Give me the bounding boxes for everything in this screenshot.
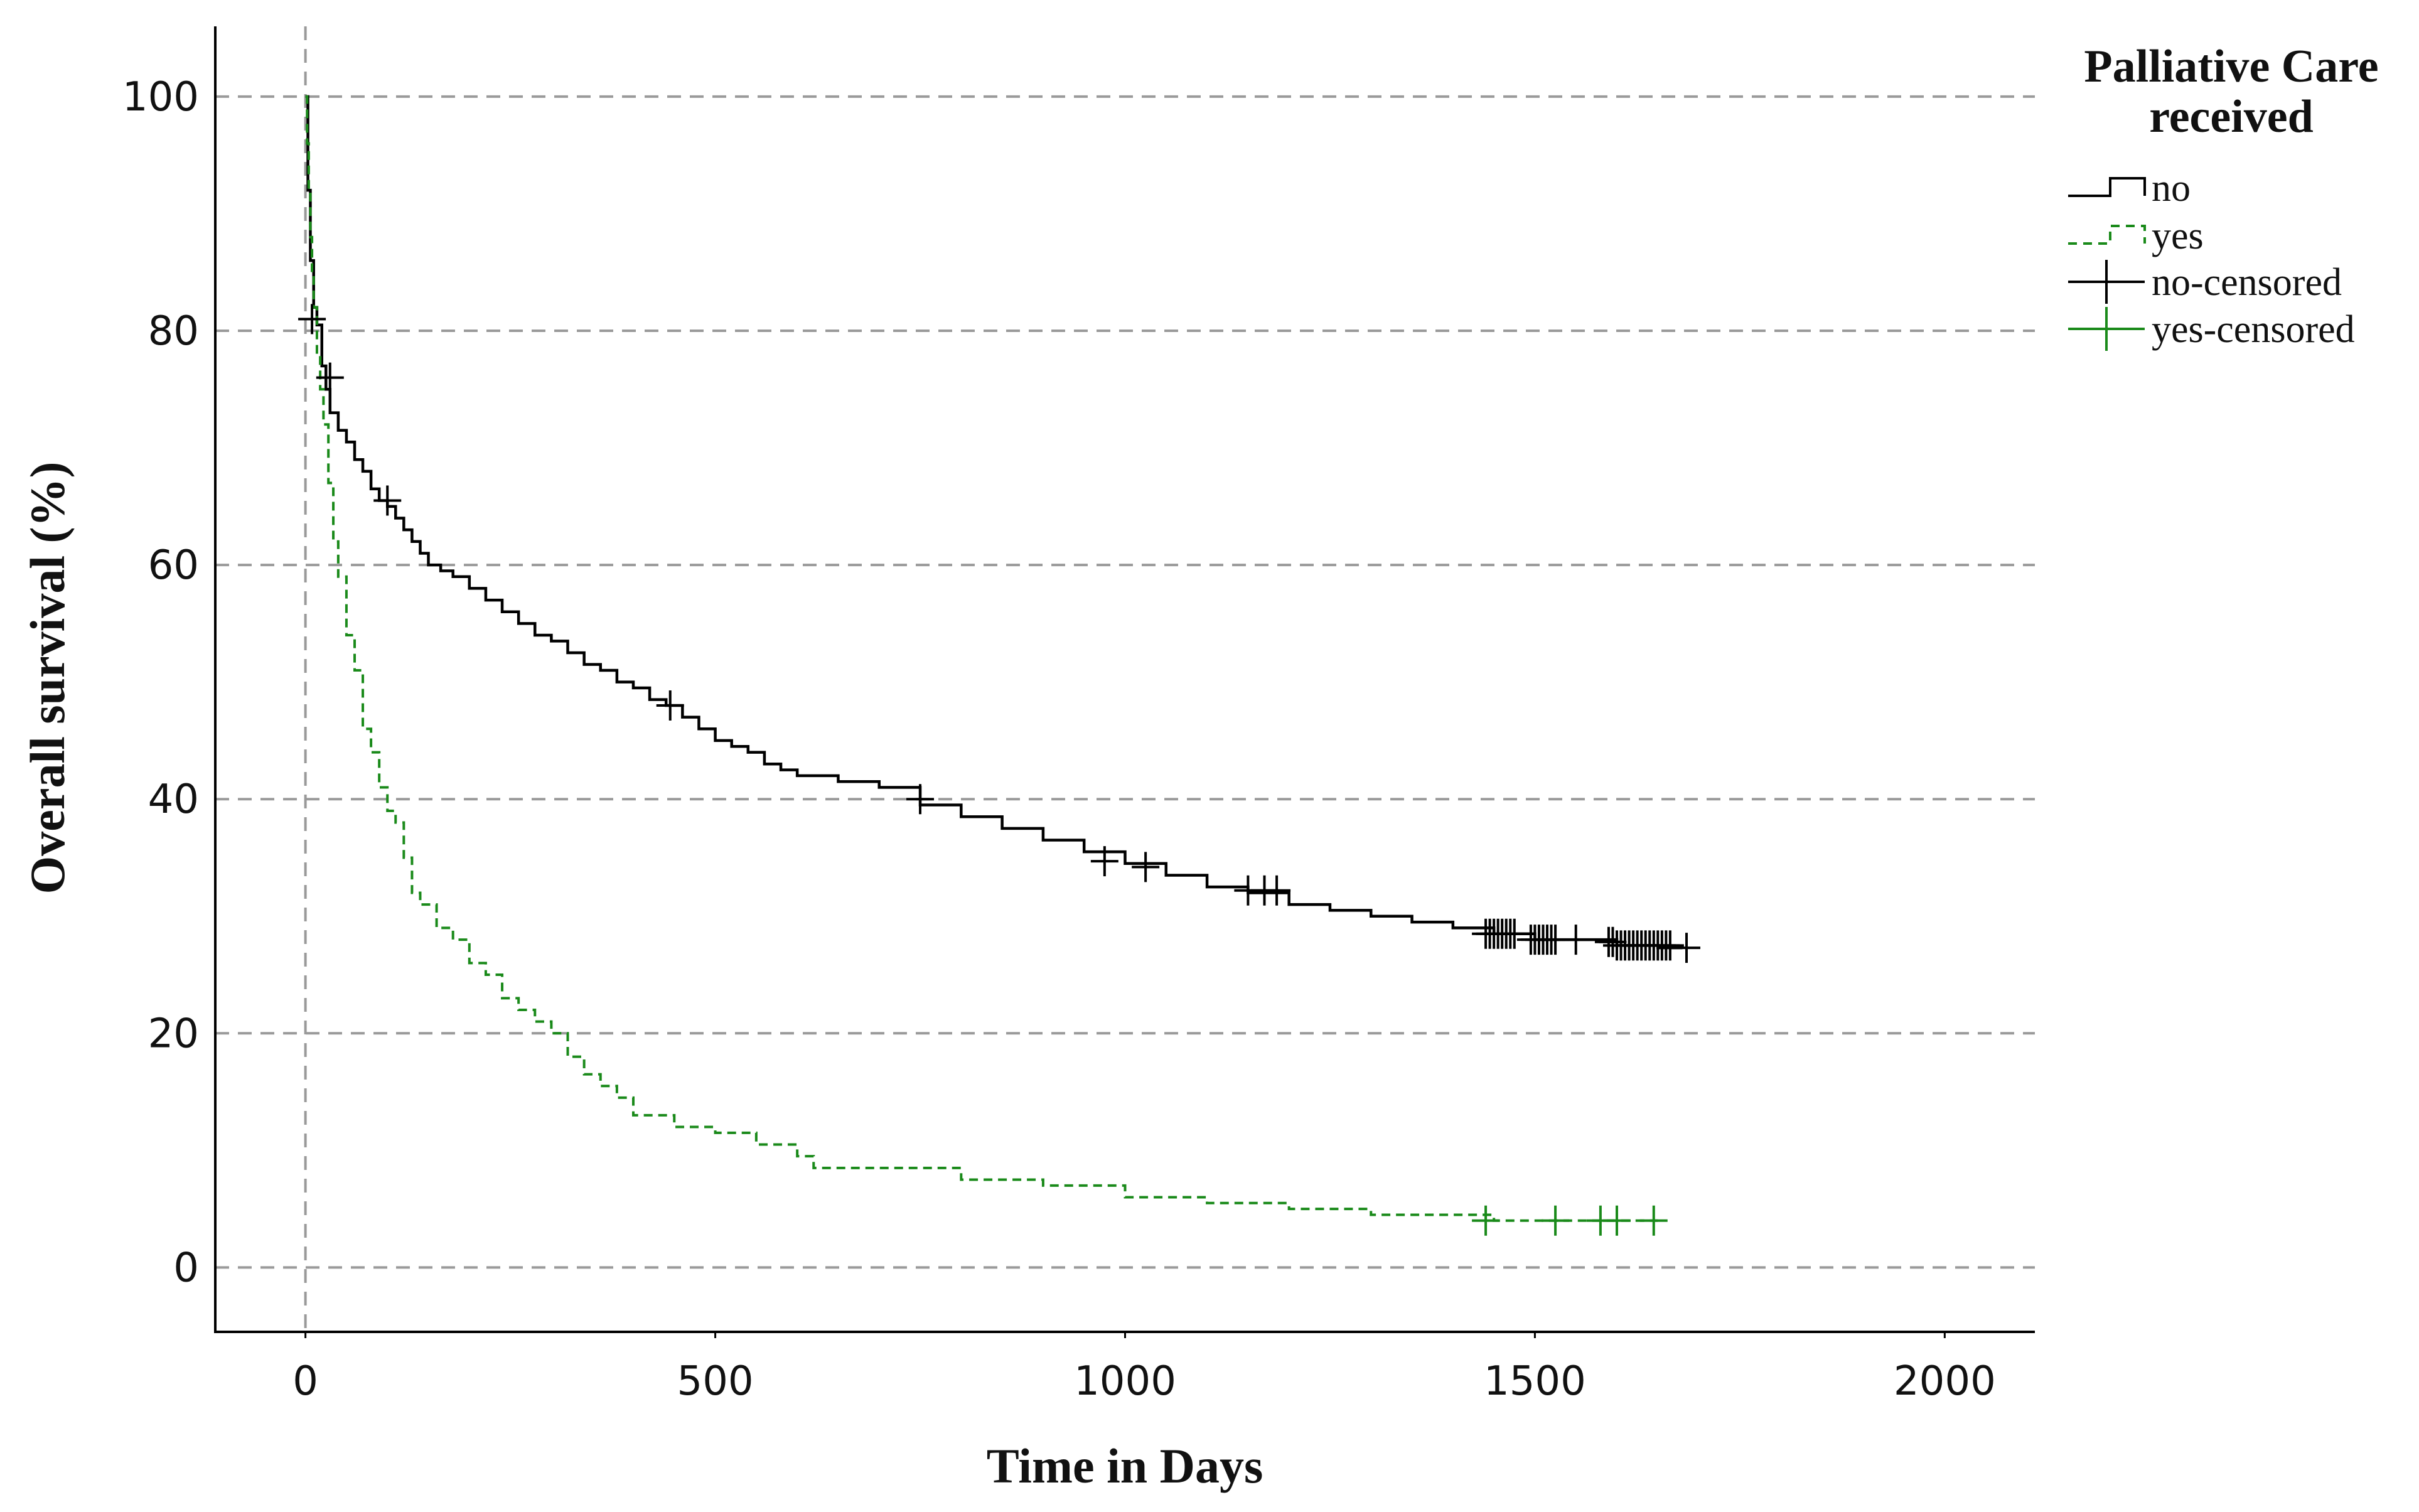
legend-swatch-no	[2068, 177, 2146, 197]
censor-mark-no	[1263, 875, 1291, 906]
legend-item-no: no	[2068, 167, 2191, 210]
censor-mark-no	[1562, 925, 1590, 955]
censor-mark-no	[1132, 852, 1160, 882]
censor-mark-no	[656, 690, 684, 721]
censor-mark-no	[298, 304, 326, 335]
censor-mark-yes	[1472, 1205, 1500, 1236]
censor-mark-no	[316, 362, 344, 393]
series-line-yes	[305, 95, 1658, 1222]
legend-item-yes-censored: yes-censored	[2068, 307, 2355, 351]
legend-label-yes-censored: yes-censored	[2152, 308, 2355, 351]
legend-title-line-1: Palliative Care	[2084, 41, 2378, 92]
legend-label-no: no	[2152, 167, 2191, 210]
legend-item-yes: yes	[2068, 215, 2204, 257]
x-axis-title: Time in Days	[987, 1439, 1263, 1493]
legend-swatch-yes	[2068, 225, 2146, 245]
y-tick-label: 60	[148, 542, 199, 589]
censor-mark-no	[1599, 926, 1627, 957]
y-tick-label: 40	[148, 776, 199, 823]
censor-marks	[298, 304, 1701, 1236]
x-tick-label: 1000	[1074, 1358, 1176, 1405]
y-tick-label: 20	[148, 1011, 199, 1057]
censor-mark-yes	[1639, 1205, 1668, 1236]
censor-mark-no	[906, 784, 935, 815]
y-tick-label: 0	[173, 1245, 199, 1291]
censor-mark-yes	[1603, 1205, 1631, 1236]
censor-mark-no	[1656, 930, 1684, 961]
x-tick-label: 1500	[1484, 1358, 1586, 1405]
series-line-no	[305, 95, 1683, 950]
censor-mark-no	[373, 485, 402, 516]
censor-mark-no	[1673, 933, 1701, 963]
y-axis-title: Overall survival (%)	[20, 462, 75, 894]
censor-mark-no	[1090, 846, 1118, 877]
censor-mark-no	[1500, 918, 1528, 949]
x-tick-label: 500	[677, 1358, 753, 1405]
survival-curves	[305, 95, 1683, 1222]
legend-title-line-2: received	[2149, 91, 2314, 142]
legend-label-no-censored: no-censored	[2152, 261, 2342, 304]
censor-mark-yes	[1542, 1205, 1570, 1236]
x-tick-label: 2000	[1894, 1358, 1996, 1405]
gridlines	[215, 26, 2035, 1332]
y-tick-label: 100	[122, 74, 199, 121]
legend: Palliative Care received no yes no-censo…	[2068, 41, 2379, 351]
y-tick-label: 80	[148, 308, 199, 355]
legend-item-no-censored: no-censored	[2068, 260, 2342, 304]
legend-label-yes: yes	[2152, 215, 2204, 257]
x-tick-label: 0	[292, 1358, 318, 1405]
axes	[214, 26, 2035, 1333]
